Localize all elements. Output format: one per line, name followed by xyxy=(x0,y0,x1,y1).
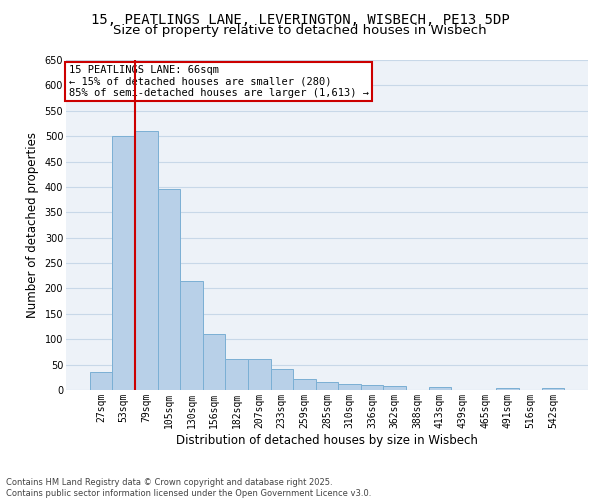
Bar xyxy=(428,388,451,390)
Bar xyxy=(316,382,338,390)
Bar xyxy=(338,384,361,390)
Bar xyxy=(361,386,383,390)
Bar xyxy=(383,386,406,390)
Bar xyxy=(203,334,226,390)
Text: 15 PEATLINGS LANE: 66sqm
← 15% of detached houses are smaller (280)
85% of semi-: 15 PEATLINGS LANE: 66sqm ← 15% of detach… xyxy=(68,65,368,98)
Bar xyxy=(496,388,519,390)
Bar xyxy=(158,190,180,390)
Text: Contains HM Land Registry data © Crown copyright and database right 2025.
Contai: Contains HM Land Registry data © Crown c… xyxy=(6,478,371,498)
Bar xyxy=(180,281,203,390)
Text: Size of property relative to detached houses in Wisbech: Size of property relative to detached ho… xyxy=(113,24,487,37)
Text: 15, PEATLINGS LANE, LEVERINGTON, WISBECH, PE13 5DP: 15, PEATLINGS LANE, LEVERINGTON, WISBECH… xyxy=(91,12,509,26)
Bar xyxy=(248,358,271,390)
Bar xyxy=(135,131,158,390)
Bar xyxy=(542,388,564,390)
Bar xyxy=(271,368,293,390)
Bar xyxy=(226,358,248,390)
Bar xyxy=(90,372,112,390)
Bar xyxy=(112,136,135,390)
Bar xyxy=(293,379,316,390)
X-axis label: Distribution of detached houses by size in Wisbech: Distribution of detached houses by size … xyxy=(176,434,478,446)
Y-axis label: Number of detached properties: Number of detached properties xyxy=(26,132,39,318)
